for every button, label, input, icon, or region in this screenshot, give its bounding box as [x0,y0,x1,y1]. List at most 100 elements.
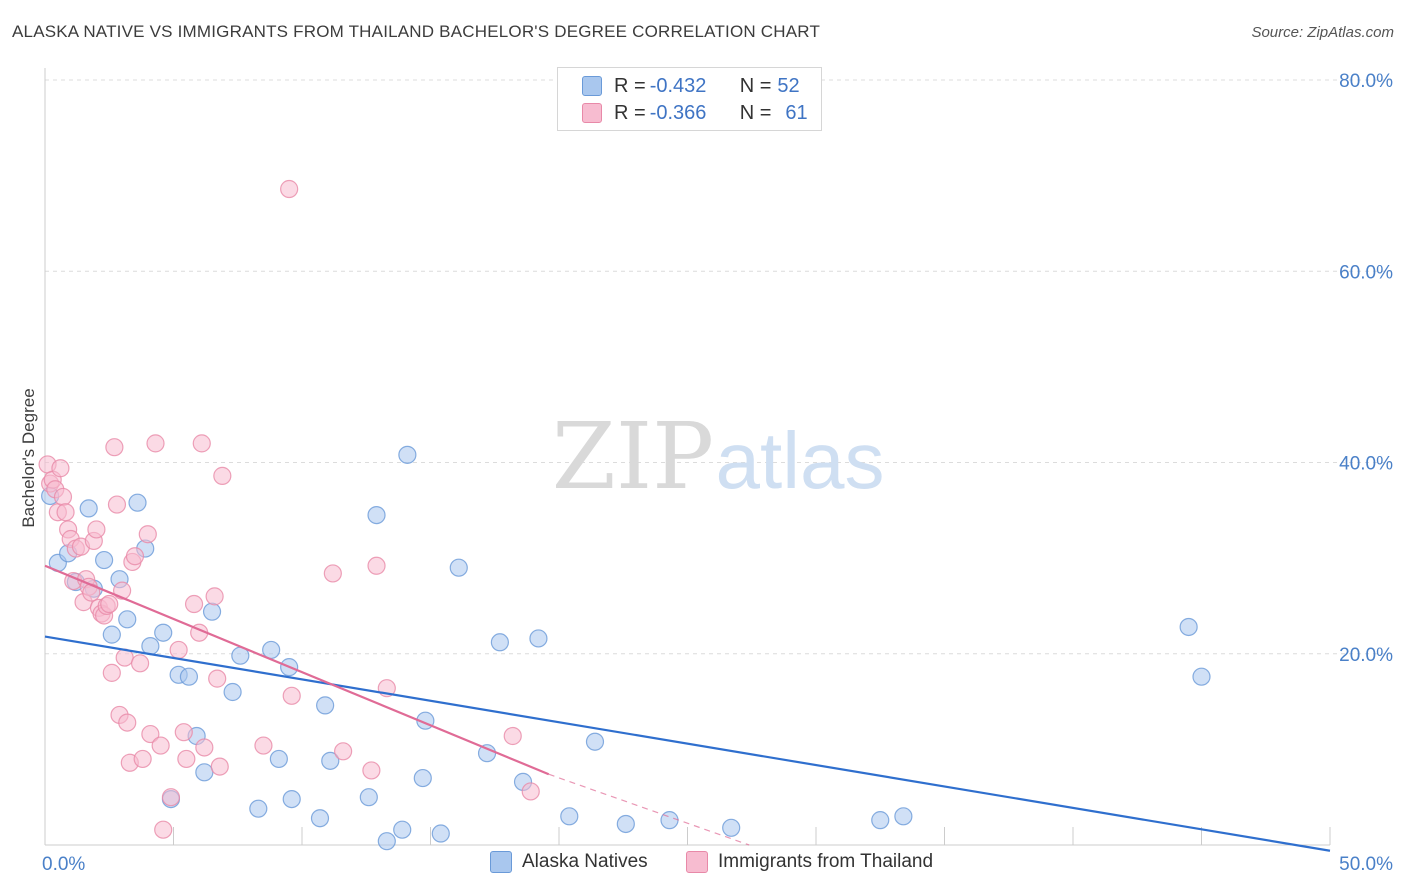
point-alaska-natives [128,493,147,512]
point-alaska-natives [616,814,635,834]
point-alaska-natives [1192,667,1211,686]
bottom-legend-swatch-alaska [490,851,512,873]
point-immigrants-thailand [130,654,150,673]
y-tick-label: 20.0% [1339,645,1393,666]
point-alaska-natives [223,682,242,702]
point-immigrants-thailand [133,749,152,769]
legend-row-alaska: R = -0.432 N = 52 [582,72,800,100]
point-alaska-natives [154,623,173,642]
point-immigrants-thailand [107,495,127,514]
point-immigrants-thailand [87,520,106,539]
point-immigrants-thailand [192,434,211,453]
legend-swatch-alaska [582,76,602,96]
point-immigrants-thailand [138,525,157,544]
bottom-legend-swatch-thailand [686,851,708,873]
trend-line-alaska-natives [44,635,1331,852]
point-alaska-natives [431,824,450,843]
watermark-zip: ZIP [552,403,714,510]
point-immigrants-thailand [100,594,119,614]
watermark-atlas: atlas [716,416,885,505]
point-immigrants-thailand [254,736,273,755]
legend-swatch-thailand [582,103,602,123]
point-alaska-natives [585,732,605,751]
point-immigrants-thailand [174,723,193,742]
point-alaska-natives [398,445,417,464]
point-immigrants-thailand [184,594,204,614]
y-axis-label: Bachelor's Degree [19,388,38,527]
point-immigrants-thailand [205,587,224,606]
point-immigrants-thailand [367,556,386,575]
y-tick-label: 80.0% [1339,71,1393,92]
point-immigrants-thailand [105,438,124,457]
tick-labels: 20.0% 40.0% 60.0% 80.0% 0.0% 50.0% [42,71,1393,875]
legend-r-value: -0.366 [649,101,707,124]
legend-n-value: 52 [777,74,800,97]
point-immigrants-thailand [151,736,170,755]
point-immigrants-thailand [169,640,188,660]
point-alaska-natives [195,763,214,782]
point-immigrants-thailand [195,738,214,757]
point-alaska-natives [269,749,288,769]
point-alaska-natives [79,499,98,518]
point-immigrants-thailand [521,782,540,801]
point-immigrants-thailand [280,179,299,199]
bottom-legend-alaska: Alaska Natives [490,851,648,873]
legend-r-label: R = [614,101,646,124]
point-alaska-natives [359,788,378,807]
point-alaska-natives [529,629,548,648]
legend-n-label: N = [739,101,772,124]
point-alaska-natives [179,667,199,686]
point-immigrants-thailand [51,459,70,478]
point-alaska-natives [393,820,412,839]
point-alaska-natives [894,807,913,826]
point-immigrants-thailand [161,788,181,807]
point-alaska-natives [282,789,301,809]
point-immigrants-thailand [125,547,145,566]
legend-n-value: 61 [785,101,808,124]
point-alaska-natives [377,832,396,851]
trend-lines [44,564,1331,852]
trend-line-immigrants-thailand [44,564,550,776]
point-alaska-natives [102,625,121,644]
point-immigrants-thailand [102,663,121,682]
x-tick-label: 50.0% [1339,854,1393,875]
watermark: ZIP atlas [552,403,885,510]
chart-title: ALASKA NATIVE VS IMMIGRANTS FROM THAILAN… [12,22,821,41]
data-points [38,179,1211,851]
x-tick-label: 0.0% [42,854,85,875]
point-immigrants-thailand [503,726,522,746]
point-immigrants-thailand [323,564,342,583]
point-alaska-natives [310,809,330,828]
point-alaska-natives [367,505,386,525]
point-alaska-natives [449,558,468,577]
point-immigrants-thailand [334,742,353,761]
bottom-legend-label-alaska: Alaska Natives [522,851,648,872]
bottom-legend-label-thailand: Immigrants from Thailand [718,851,934,872]
point-immigrants-thailand [154,820,173,839]
point-alaska-natives [560,807,579,826]
point-alaska-natives [95,550,114,570]
point-alaska-natives [249,799,268,818]
legend-n-label: N = [739,74,772,97]
point-immigrants-thailand [56,503,75,522]
point-immigrants-thailand [146,434,165,453]
point-immigrants-thailand [177,749,196,769]
point-immigrants-thailand [362,761,381,780]
source-credit: Source: ZipAtlas.com [1251,24,1394,41]
point-alaska-natives [871,811,890,830]
y-tick-label: 40.0% [1339,454,1393,475]
point-alaska-natives [490,633,509,652]
correlation-legend: R = -0.432 N = 52 R = -0.366 N = 61 [557,67,822,131]
gridlines [45,79,1392,655]
point-immigrants-thailand [282,686,301,705]
point-immigrants-thailand [53,487,73,507]
point-alaska-natives [1179,617,1198,637]
point-alaska-natives [722,818,741,837]
point-immigrants-thailand [210,757,229,776]
point-immigrants-thailand [141,724,160,744]
point-alaska-natives [316,696,335,715]
point-immigrants-thailand [208,669,227,688]
point-immigrants-thailand [213,466,232,485]
point-alaska-natives [118,610,137,629]
